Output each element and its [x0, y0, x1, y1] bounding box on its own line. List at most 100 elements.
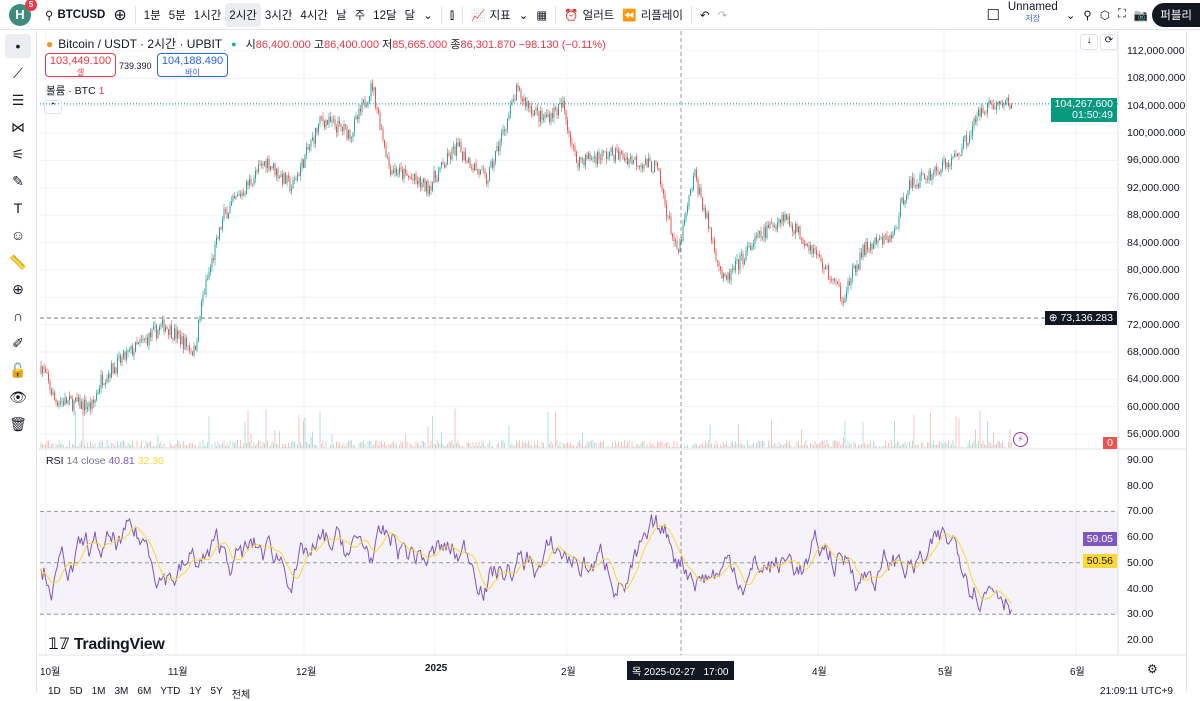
candle	[80, 397, 81, 409]
range-5D[interactable]: 5D	[70, 686, 83, 701]
collapse-legend-button[interactable]: ⌃	[44, 100, 62, 114]
volume-bar	[125, 442, 126, 448]
candle	[984, 112, 985, 113]
rsi-ma-tag: 50.56	[1083, 554, 1117, 568]
volume-bar	[962, 446, 963, 448]
volume-bar	[735, 441, 736, 448]
candle	[513, 99, 514, 101]
time-tick: 6월	[1070, 663, 1085, 678]
candle	[771, 223, 772, 224]
volume-bar	[581, 444, 582, 448]
volume-bar	[201, 447, 202, 448]
candle	[549, 114, 550, 122]
volume-bar	[660, 441, 661, 448]
candle	[735, 261, 736, 270]
range-5Y[interactable]: 5Y	[211, 686, 223, 701]
volume-bar	[314, 445, 315, 448]
candle	[552, 113, 553, 118]
range-3M[interactable]: 3M	[115, 686, 129, 701]
volume-bar	[842, 444, 843, 448]
price-tick: 88,000.000	[1127, 209, 1180, 221]
range-1D[interactable]: 1D	[48, 686, 61, 701]
volume-bar	[425, 442, 426, 448]
volume-bar	[612, 442, 613, 448]
candle	[906, 195, 907, 201]
candle	[554, 108, 555, 118]
lightning-icon[interactable]: ⚡	[1013, 432, 1028, 447]
candle	[578, 163, 579, 168]
candle	[285, 173, 286, 184]
volume-bar	[149, 441, 150, 448]
volume-bar	[1005, 447, 1006, 448]
volume-bar	[623, 446, 624, 448]
volume-bar	[311, 437, 312, 448]
candle	[692, 190, 693, 191]
candle	[839, 284, 840, 286]
candle	[579, 157, 580, 167]
volume-bar	[849, 444, 850, 448]
candle	[792, 225, 793, 232]
candle	[51, 390, 52, 395]
volume-bar	[855, 443, 856, 448]
range-YTD[interactable]: YTD	[160, 686, 180, 701]
refresh-icon[interactable]: ⟳	[1100, 34, 1118, 50]
volume-bar	[794, 446, 795, 448]
symbol-title[interactable]: Bitcoin / USDT · 2시간 · UPBIT	[58, 35, 222, 52]
candle	[653, 172, 654, 173]
candle	[132, 346, 133, 355]
range-전체[interactable]: 전체	[232, 686, 250, 701]
candle	[891, 235, 892, 238]
volume-bar	[585, 445, 586, 448]
candle	[870, 244, 871, 251]
candle	[683, 225, 684, 241]
volume-bar	[107, 440, 108, 448]
candle	[446, 165, 447, 168]
range-1M[interactable]: 1M	[92, 686, 106, 701]
candle	[72, 399, 73, 411]
candle	[92, 400, 93, 409]
candle	[740, 256, 741, 270]
candle	[774, 226, 775, 227]
candle	[227, 211, 228, 218]
candle	[386, 147, 387, 157]
candle	[777, 223, 778, 230]
candle	[645, 159, 646, 164]
candle	[561, 103, 562, 108]
candle	[837, 281, 838, 284]
volume-bar	[471, 447, 472, 448]
volume-bar	[84, 445, 85, 448]
candle	[633, 160, 634, 164]
candle	[543, 118, 544, 120]
candle	[963, 138, 964, 147]
candle	[798, 226, 799, 232]
volume-bar	[518, 443, 519, 448]
candle	[729, 273, 730, 281]
volume-bar	[204, 446, 205, 448]
range-1Y[interactable]: 1Y	[189, 686, 201, 701]
volume-bar	[282, 443, 283, 448]
volume-bar	[180, 444, 181, 448]
candle	[359, 109, 360, 120]
volume-bar	[446, 446, 447, 448]
volume-bar	[398, 447, 399, 448]
candle	[360, 109, 361, 112]
volume-bar	[879, 446, 880, 448]
volume-bar	[302, 445, 303, 448]
candle	[525, 98, 526, 107]
volume-bar	[71, 447, 72, 448]
scroll-down-button[interactable]: ↓	[1080, 34, 1098, 50]
volume-bar	[750, 446, 751, 448]
range-6M[interactable]: 6M	[137, 686, 151, 701]
volume-bar	[555, 411, 556, 448]
candle	[128, 350, 129, 352]
candle	[687, 206, 688, 212]
candle	[539, 111, 540, 122]
candle	[825, 266, 826, 269]
volume-bar	[456, 443, 457, 448]
axis-settings-icon[interactable]: ⚙	[1147, 662, 1158, 676]
candle	[675, 240, 676, 241]
volume-bar	[287, 447, 288, 448]
